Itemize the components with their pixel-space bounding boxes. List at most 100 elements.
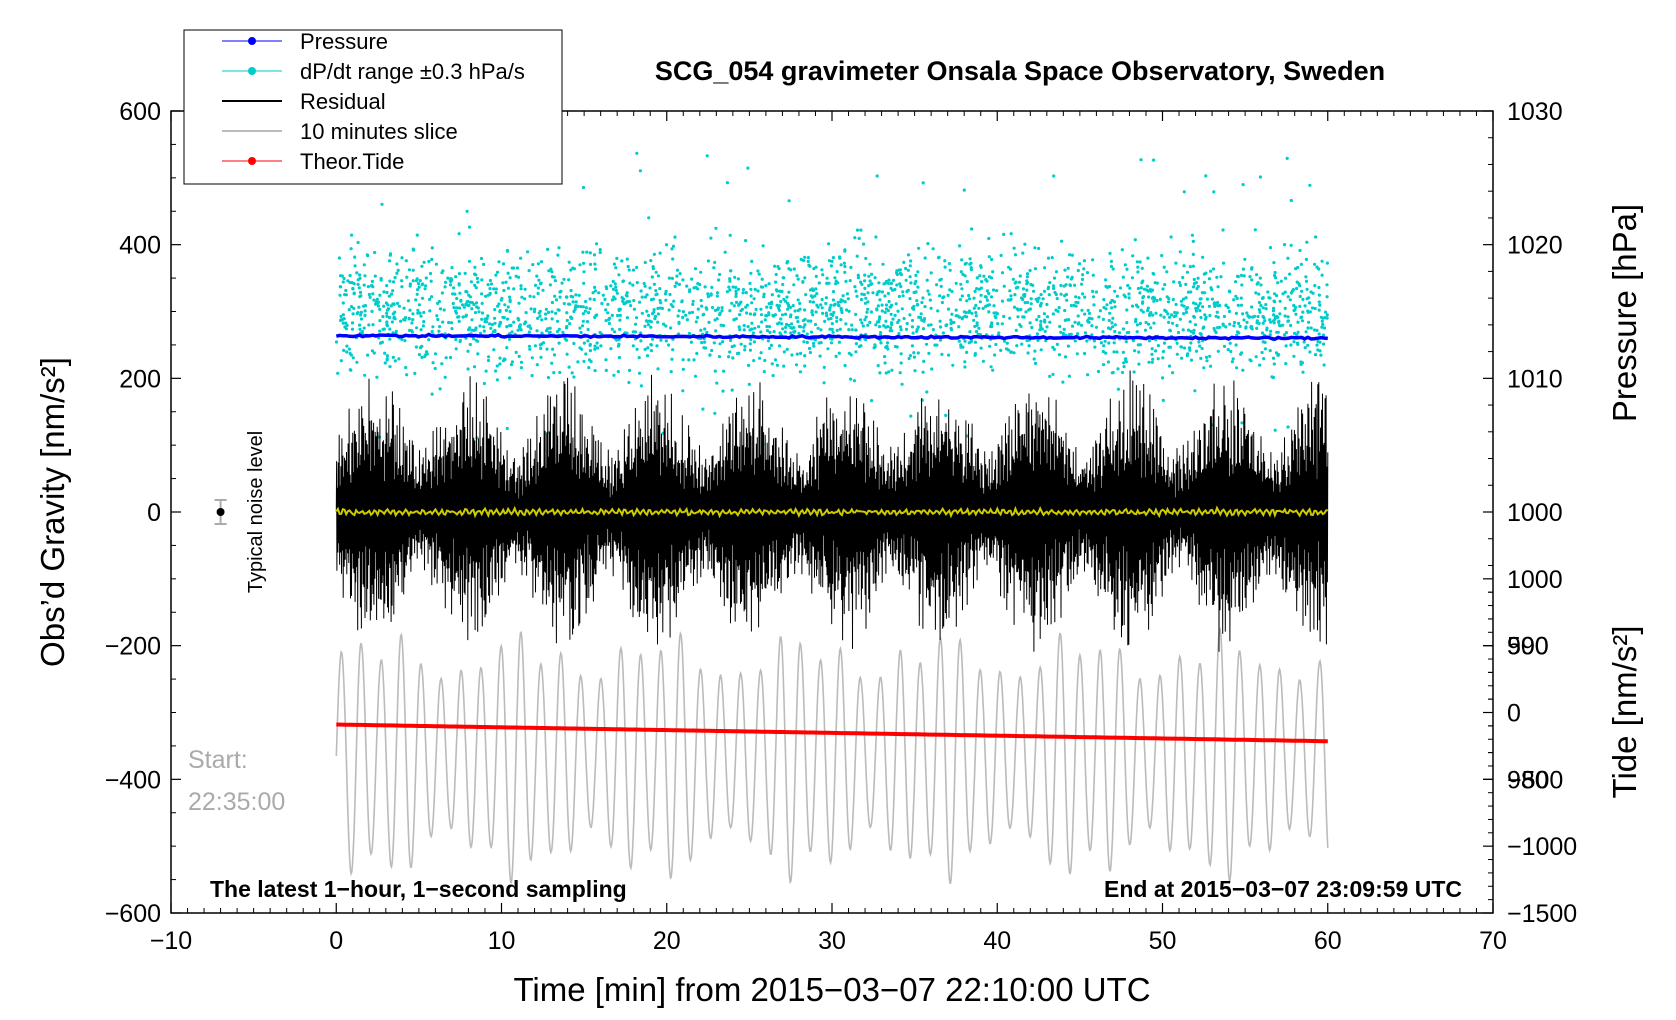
- dpdt-point: [1232, 324, 1236, 328]
- dpdt-point: [631, 283, 635, 287]
- dpdt-point: [1313, 284, 1317, 288]
- dpdt-point: [862, 293, 866, 297]
- dpdt-point: [974, 311, 978, 315]
- dpdt-point: [718, 272, 722, 277]
- dpdt-point: [580, 324, 585, 328]
- dpdt-point: [987, 236, 991, 241]
- dpdt-point: [556, 319, 560, 323]
- dpdt-point: [760, 277, 764, 281]
- dpdt-point: [871, 291, 875, 295]
- dpdt-point: [942, 295, 946, 299]
- dpdt-point: [681, 278, 685, 282]
- dpdt-point: [462, 305, 466, 309]
- dpdt-point: [1161, 349, 1165, 354]
- dpdt-point: [1107, 318, 1111, 323]
- dpdt-point: [814, 265, 818, 269]
- dpdt-point: [396, 268, 400, 272]
- dpdt-point: [1057, 306, 1061, 310]
- dpdt-point: [1021, 251, 1025, 255]
- dpdt-point: [907, 356, 911, 361]
- dpdt-point: [1131, 339, 1135, 343]
- dpdt-point: [839, 298, 843, 302]
- dpdt-point: [1325, 295, 1329, 299]
- dpdt-point: [785, 261, 789, 265]
- dpdt-point: [1191, 264, 1195, 268]
- dpdt-point: [385, 290, 389, 295]
- dpdt-point: [606, 302, 610, 306]
- dpdt-point: [910, 344, 915, 348]
- dpdt-point: [1197, 340, 1201, 344]
- dpdt-point: [506, 317, 510, 321]
- dpdt-point: [830, 337, 834, 341]
- dpdt-point: [1027, 308, 1031, 312]
- dpdt-point: [1000, 322, 1004, 326]
- dpdt-point: [806, 256, 811, 260]
- dpdt-point: [1009, 350, 1013, 354]
- dpdt-point: [988, 344, 992, 348]
- dpdt-point: [787, 304, 791, 309]
- dpdt-point: [593, 289, 598, 293]
- dpdt-point: [757, 325, 761, 329]
- dpdt-point: [1000, 299, 1005, 303]
- dpdt-point: [1118, 286, 1123, 290]
- dpdt-point: [467, 259, 472, 263]
- dpdt-point: [372, 298, 376, 302]
- dpdt-point: [403, 339, 407, 343]
- dpdt-point: [1022, 315, 1026, 319]
- dpdt-point: [707, 320, 711, 324]
- dpdt-point: [1104, 284, 1108, 288]
- dpdt-point: [344, 327, 348, 331]
- dpdt-point: [388, 365, 392, 369]
- dpdt-point: [1209, 269, 1213, 273]
- dpdt-point: [859, 297, 864, 302]
- dpdt-point: [927, 292, 931, 296]
- dpdt-point: [970, 311, 974, 315]
- dpdt-point: [714, 329, 718, 333]
- dpdt-point: [371, 323, 375, 327]
- dpdt-point: [960, 317, 964, 321]
- dpdt-point: [670, 276, 675, 280]
- dpdt-point: [1256, 314, 1260, 319]
- dpdt-point: [723, 250, 727, 254]
- dpdt-point: [820, 306, 824, 310]
- dpdt-point: [833, 302, 837, 306]
- dpdt-point: [1199, 297, 1203, 301]
- dpdt-point: [1068, 283, 1073, 288]
- dpdt-point: [1314, 235, 1318, 239]
- dpdt-point: [649, 343, 653, 347]
- dpdt-point: [1150, 360, 1154, 364]
- dpdt-point: [1294, 305, 1298, 309]
- dpdt-point: [355, 360, 359, 364]
- dpdt-point: [817, 341, 821, 345]
- dpdt-point: [841, 294, 845, 298]
- dpdt-point: [474, 286, 478, 290]
- dpdt-point: [793, 309, 797, 313]
- dpdt-point: [517, 301, 521, 305]
- bottom-right-note: End at 2015−03−07 23:09:59 UTC: [1104, 876, 1462, 902]
- noise-marker: [214, 498, 227, 526]
- dpdt-point: [635, 281, 639, 285]
- dpdt-point: [859, 318, 863, 322]
- dpdt-point: [1037, 246, 1041, 251]
- dpdt-point: [870, 282, 874, 286]
- dpdt-point: [544, 312, 548, 316]
- dpdt-point: [991, 368, 995, 372]
- dpdt-point: [896, 309, 900, 313]
- dpdt-point: [1250, 278, 1254, 282]
- dpdt-point: [388, 337, 392, 341]
- dpdt-point: [1087, 311, 1092, 315]
- dpdt-point: [1202, 280, 1206, 284]
- dpdt-point: [967, 341, 971, 345]
- dpdt-point: [972, 296, 976, 300]
- dpdt-point: [792, 283, 796, 287]
- dpdt-point: [893, 287, 897, 292]
- dpdt-point: [1096, 369, 1101, 374]
- dpdt-point: [564, 295, 569, 299]
- dpdt-point: [1106, 360, 1110, 364]
- dpdt-point: [578, 263, 582, 267]
- dpdt-point: [466, 349, 470, 353]
- dpdt-point: [885, 344, 889, 348]
- dpdt-point: [1054, 270, 1059, 274]
- dpdt-point: [989, 324, 993, 329]
- dpdt-point: [634, 316, 639, 320]
